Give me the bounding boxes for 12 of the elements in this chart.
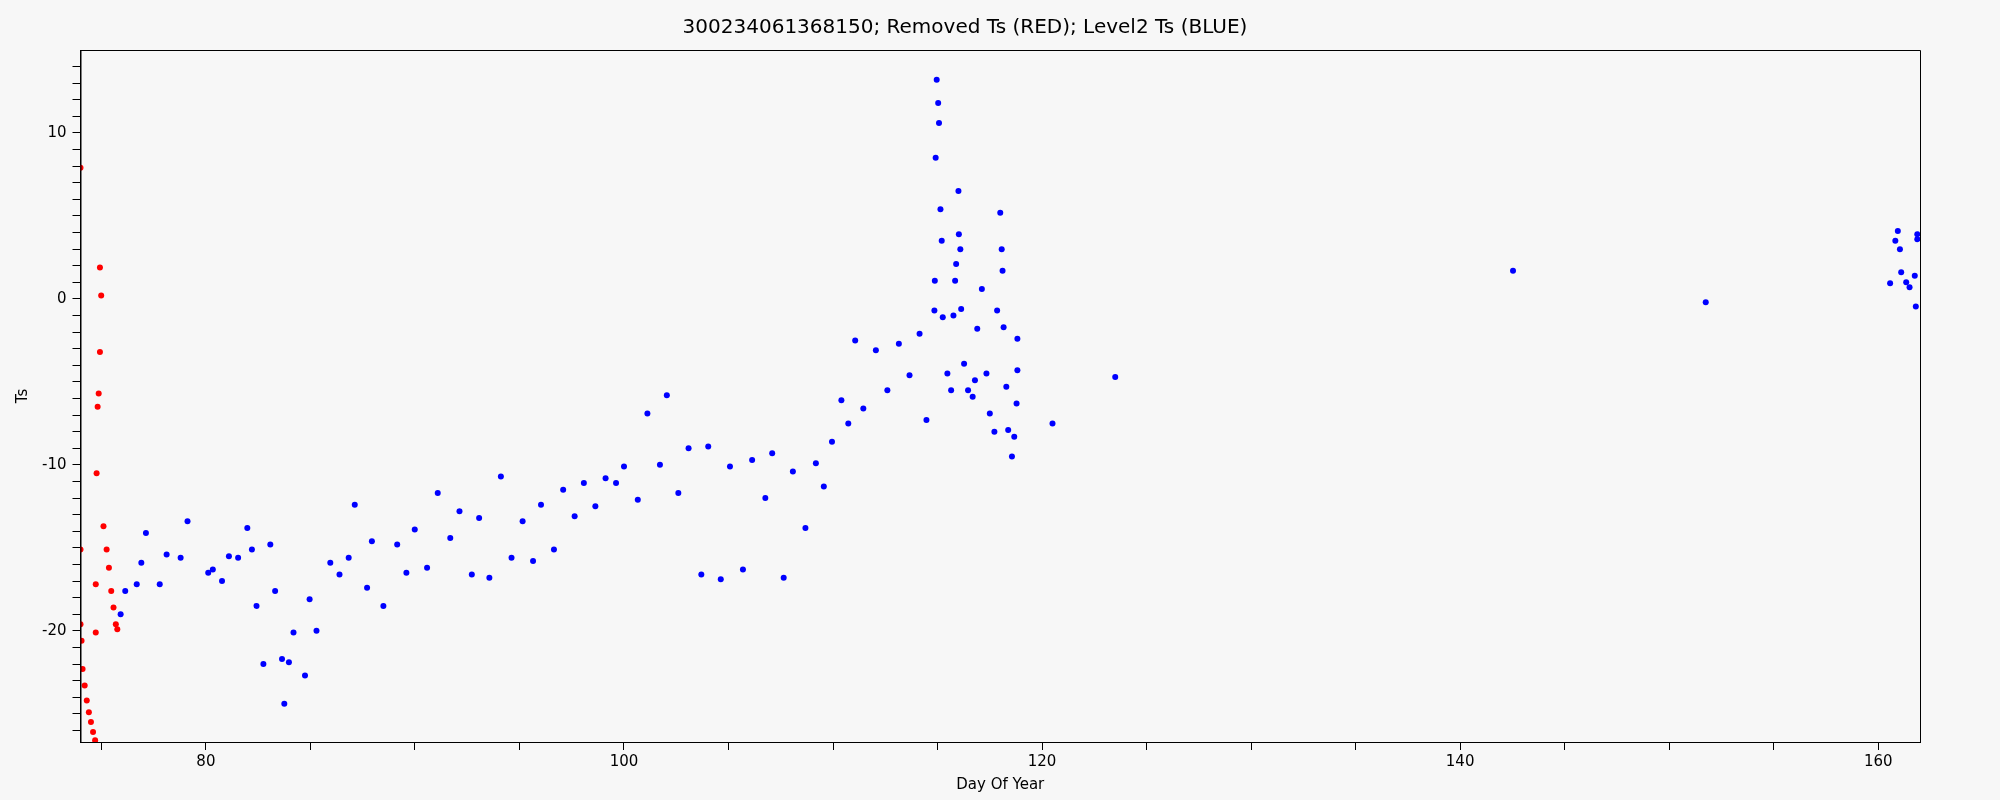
- x-tick-label: 120: [1027, 751, 1057, 770]
- chart-title: 300234061368150; Removed Ts (RED); Level2 Ts (BLUE): [682, 14, 1248, 39]
- y-tick-label: -20: [42, 620, 67, 639]
- x-tick-label: 100: [609, 751, 639, 770]
- y-tick-label: 0: [56, 288, 67, 307]
- y-axis-title: Ts: [12, 388, 31, 405]
- x-tick-label: 140: [1445, 751, 1475, 770]
- x-tick-label: 160: [1863, 751, 1893, 770]
- x-tick-label: 80: [196, 751, 216, 770]
- y-tick-label: 10: [47, 122, 67, 141]
- y-tick-label: -10: [42, 454, 67, 473]
- x-axis-title: Day Of Year: [956, 774, 1046, 793]
